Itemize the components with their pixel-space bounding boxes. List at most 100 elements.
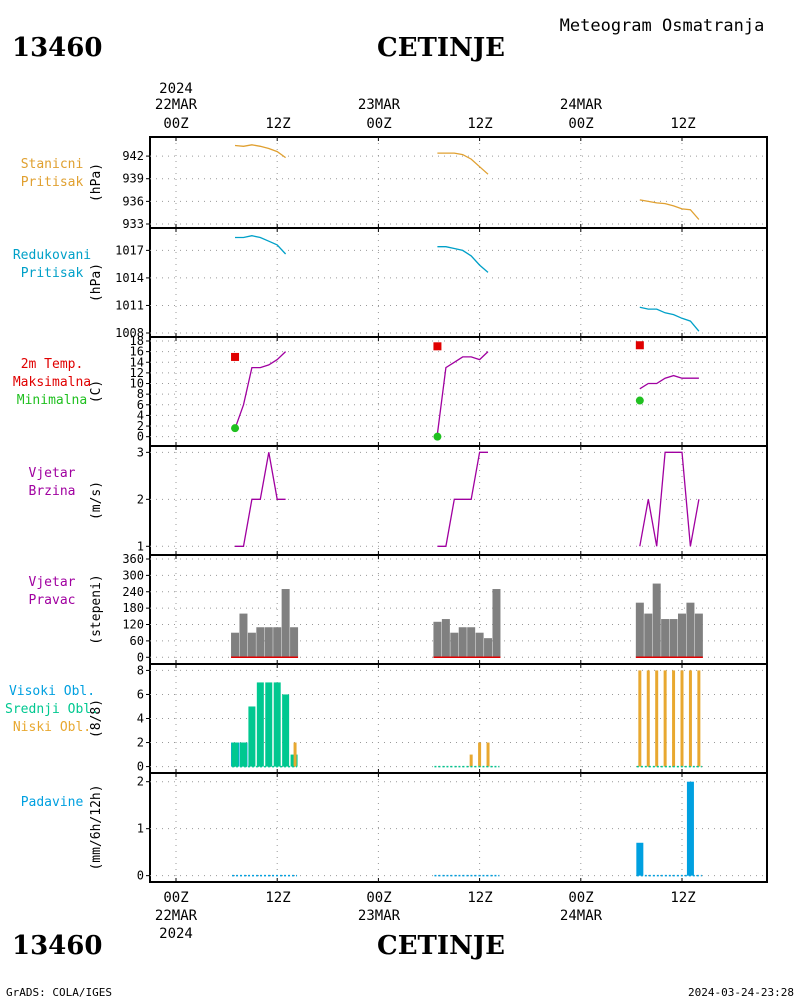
series-line xyxy=(639,199,700,220)
day-label-top: 23MAR xyxy=(358,97,401,113)
y-tick-label: 936 xyxy=(122,194,144,208)
series-line xyxy=(437,451,488,547)
panel-label: Niski Obl. xyxy=(13,720,91,735)
time-tick-label-bottom: 00Z xyxy=(163,890,188,906)
time-tick-label-top: 00Z xyxy=(163,116,188,132)
panel-label: 2m Temp. xyxy=(21,357,84,372)
direction-bar xyxy=(661,619,670,658)
y-tick-label: 3 xyxy=(137,445,144,459)
y-tick-label: 1017 xyxy=(115,243,144,257)
footer-timestamp: 2024-03-24-23:28 xyxy=(688,986,794,999)
panel-clouds: 0 2 4 6 8 (8/8)Visoki Obl. Srednji Obl. Niski O… xyxy=(5,663,768,774)
panel-label: Maksimalna xyxy=(13,375,91,390)
low-cloud-bar xyxy=(469,754,473,767)
mid-cloud-bar xyxy=(256,682,264,767)
direction-bar xyxy=(652,583,661,658)
y-tick-label: 0 xyxy=(137,430,144,444)
y-tick-label: 1014 xyxy=(115,271,144,285)
day-label-bottom: 24MAR xyxy=(560,908,603,924)
direction-bar xyxy=(686,602,695,658)
y-tick-label: 60 xyxy=(130,634,144,648)
mid-cloud-bar xyxy=(273,682,281,767)
y-tick-label: 2 xyxy=(137,419,144,433)
station-id-top: 13460 xyxy=(12,33,102,63)
y-tick-label: 1011 xyxy=(115,298,144,312)
time-tick-label-bottom: 00Z xyxy=(366,890,391,906)
day-label-top: 22MAR xyxy=(155,97,198,113)
direction-bar xyxy=(635,602,644,658)
direction-bar xyxy=(644,613,653,658)
panel-data xyxy=(235,235,700,332)
y-tick-label: 1 xyxy=(137,822,144,836)
day-label-bottom: 22MAR xyxy=(155,908,198,924)
precip-bar xyxy=(636,842,644,876)
direction-bar xyxy=(694,613,703,658)
series-line xyxy=(437,246,489,273)
panel-label: Pravac xyxy=(29,593,76,608)
low-cloud-bar xyxy=(655,670,659,767)
tmin-marker xyxy=(635,396,644,405)
panel-wind-direction: 0 60 120 180 240 300 360 (stepeni) Vjetar Pravac xyxy=(29,552,768,665)
panel-reduced-pressure: 1008 1011 1014 1017 (hPa)Redukovani Pritisak xyxy=(13,227,768,340)
y-tick-label: 8 xyxy=(137,663,144,677)
y-tick-label: 300 xyxy=(122,568,144,582)
y-axis-label: (8/8) xyxy=(89,699,104,738)
precip-bar xyxy=(686,781,694,876)
panels-layer: 933936939942(hPa)StanicniPritisak1008101… xyxy=(5,136,768,883)
station-name-bottom: CETINJE xyxy=(377,931,505,961)
y-tick-label: 0 xyxy=(137,760,144,774)
panel-wind-speed: 1 2 3 (m/s) Vjetar Brzina xyxy=(29,445,768,556)
y-tick-label: 2 xyxy=(137,775,144,789)
series-line xyxy=(639,451,700,547)
panel-frame xyxy=(149,772,768,883)
y-tick-label: 16 xyxy=(130,345,144,359)
panel-label: Vjetar xyxy=(29,466,76,481)
panel-label: Padavine xyxy=(21,795,84,810)
panel-label: Pritisak xyxy=(21,266,84,281)
mid-cloud-bar xyxy=(231,742,239,767)
direction-bar xyxy=(264,627,273,658)
direction-bar xyxy=(492,589,501,658)
time-tick-label-bottom: 00Z xyxy=(568,890,593,906)
low-cloud-bar xyxy=(688,670,692,767)
panel-precipitation: 0 1 2 (mm/6h/12h) Padavine xyxy=(21,772,768,883)
y-tick-label: 120 xyxy=(122,618,144,632)
panel-label: Pritisak xyxy=(21,175,84,190)
tmax-marker xyxy=(635,341,644,350)
y-tick-label: 0 xyxy=(137,650,144,664)
y-tick-label: 180 xyxy=(122,601,144,615)
y-tick-label: 4 xyxy=(137,408,144,422)
y-tick-label: 18 xyxy=(130,334,144,348)
y-tick-label: 10 xyxy=(130,377,144,391)
low-cloud-bar xyxy=(293,742,297,767)
low-cloud-bar xyxy=(680,670,684,767)
meteogram-title: Meteogram Osmatranja xyxy=(560,16,765,36)
low-cloud-bar xyxy=(663,670,667,767)
mid-cloud-bar xyxy=(239,742,247,767)
time-tick-label-bottom: 12Z xyxy=(467,890,492,906)
low-cloud-bar xyxy=(486,742,490,767)
low-cloud-bar xyxy=(646,670,650,767)
series-line xyxy=(639,374,699,390)
year-label-top: 2024 xyxy=(159,81,193,97)
series-line xyxy=(436,351,489,435)
mid-cloud-bar xyxy=(248,706,256,767)
low-cloud-bar xyxy=(478,742,482,767)
panel-frame xyxy=(149,227,768,338)
panel-label: Vjetar xyxy=(29,575,76,590)
y-tick-label: 4 xyxy=(137,712,144,726)
y-axis-label: (hPa) xyxy=(89,163,104,202)
panel-data xyxy=(231,341,699,441)
direction-bar xyxy=(281,589,290,658)
y-axis-label: (mm/6h/12h) xyxy=(89,784,104,870)
direction-bar xyxy=(450,632,459,658)
time-tick-label-top: 00Z xyxy=(366,116,391,132)
series-line xyxy=(639,306,700,332)
y-tick-label: 240 xyxy=(122,585,144,599)
tmax-marker xyxy=(231,352,240,361)
series-line xyxy=(235,235,287,255)
direction-bar xyxy=(231,632,240,658)
tmin-marker xyxy=(433,432,442,441)
panel-station-pressure: 933 936 939 942 (hPa) Stanicni Pritisak xyxy=(21,136,768,231)
